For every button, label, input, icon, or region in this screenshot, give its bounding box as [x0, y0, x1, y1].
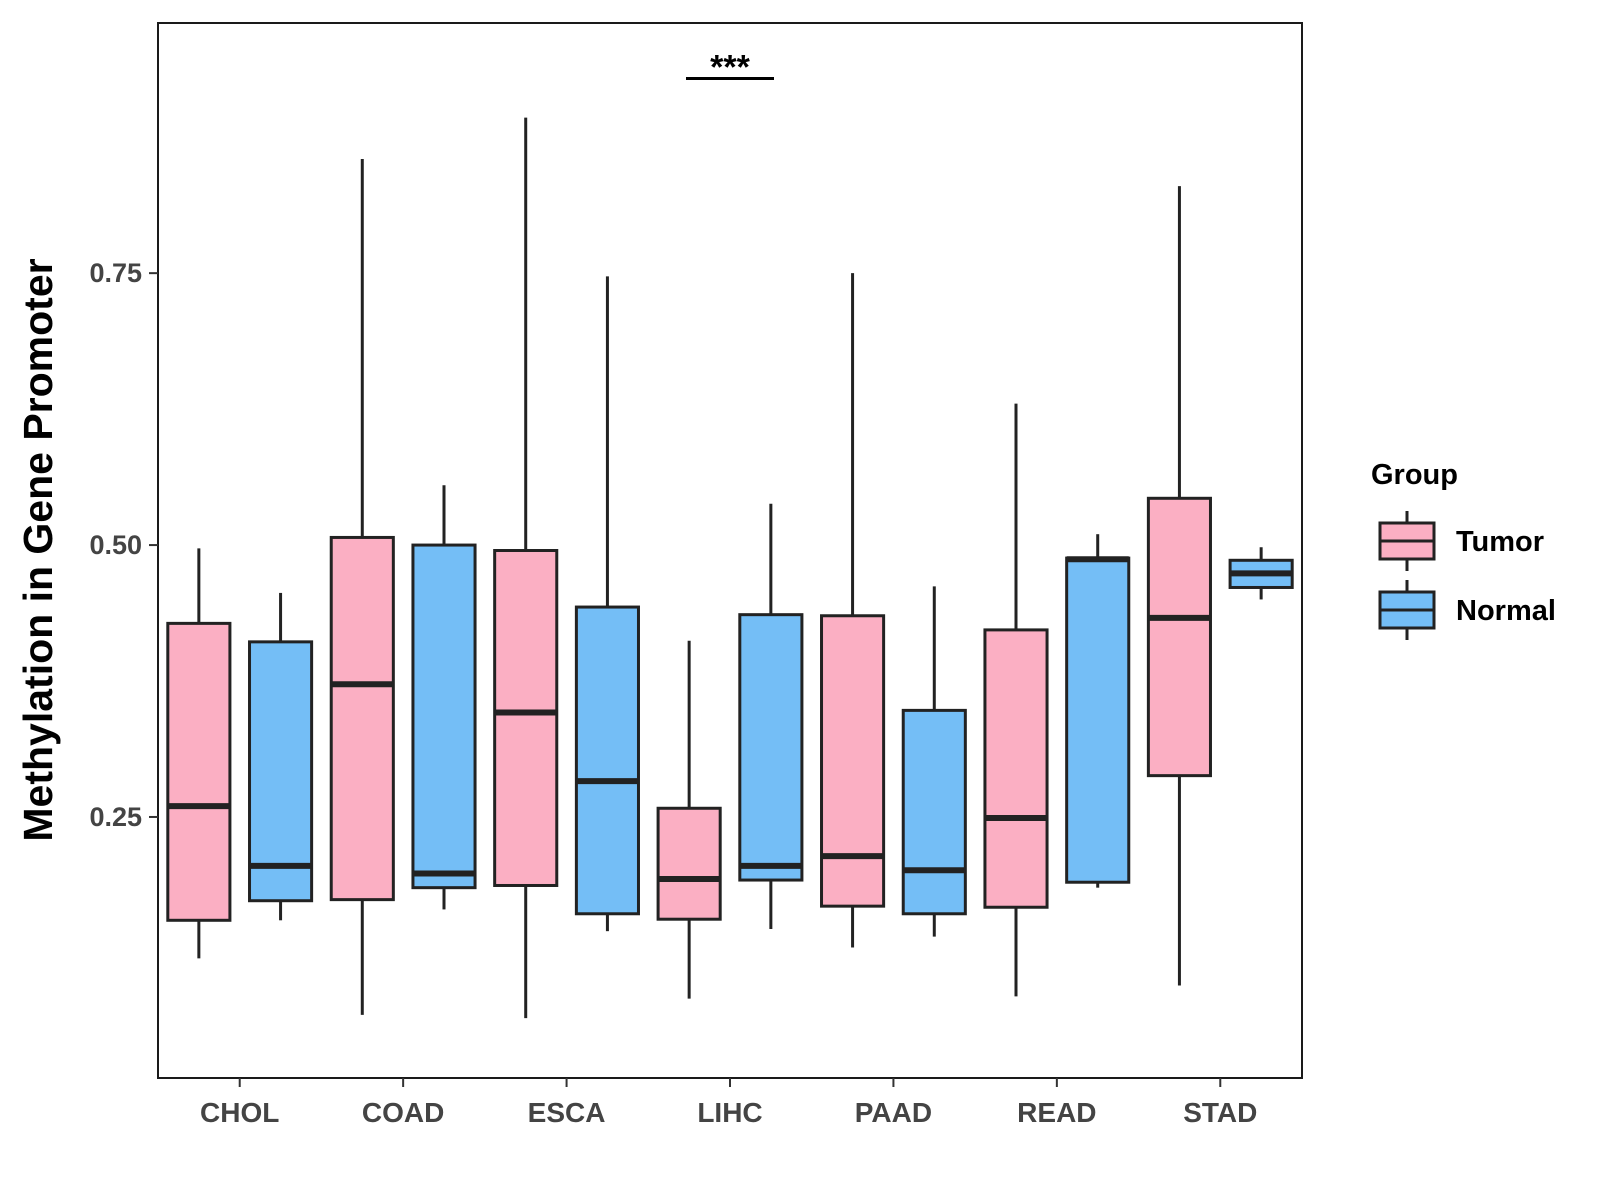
- box-iqr: [901, 708, 967, 916]
- box-iqr: [983, 628, 1049, 909]
- box-normal-chol: [248, 592, 314, 921]
- box-iqr: [1065, 556, 1131, 884]
- box-normal-paad: [901, 586, 967, 937]
- box-iqr: [166, 621, 232, 922]
- box-iqr: [820, 614, 886, 908]
- y-axis-label: Methylation in Gene Promoter: [15, 258, 61, 841]
- x-axis: CHOL COAD ESCA LIHC PAAD READ STAD: [200, 1078, 1257, 1128]
- legend: Group Tumor Normal: [1371, 459, 1556, 640]
- box-normal-lihc: [738, 503, 804, 929]
- plot-panel: [157, 22, 1303, 1079]
- legend-title: Group: [1371, 459, 1458, 491]
- y-tick-label: 0.25: [89, 802, 142, 832]
- box-normal-coad: [411, 485, 477, 910]
- box-tumor-stad: [1146, 186, 1212, 986]
- legend-item-normal: Normal: [1378, 580, 1556, 640]
- box-tumor-read: [983, 403, 1049, 997]
- box-iqr: [1146, 496, 1212, 778]
- y-tick-label: 0.50: [89, 530, 142, 560]
- box-tumor-chol: [166, 548, 232, 959]
- y-tick-label: 0.75: [89, 258, 142, 288]
- x-tick-label-read: READ: [1017, 1097, 1096, 1128]
- box-tumor-esca: [493, 117, 559, 1019]
- x-tick-label-lihc: LIHC: [697, 1097, 762, 1128]
- box-tumor-paad: [820, 273, 886, 948]
- box-iqr: [656, 806, 722, 921]
- x-tick-label-stad: STAD: [1183, 1097, 1257, 1128]
- box-normal-read: [1065, 534, 1131, 888]
- x-tick-label-esca: ESCA: [528, 1097, 606, 1128]
- box-series: [166, 117, 1294, 1019]
- legend-label-tumor: Tumor: [1456, 526, 1544, 558]
- box-normal-esca: [574, 276, 640, 932]
- legend-item-tumor: Tumor: [1378, 511, 1544, 571]
- box-iqr: [329, 535, 395, 902]
- box-normal-stad: [1228, 547, 1294, 600]
- box-iqr: [738, 613, 804, 882]
- box-iqr: [574, 605, 640, 916]
- box-tumor-coad: [329, 158, 395, 1015]
- annotations: ***: [686, 49, 774, 87]
- box-iqr: [248, 640, 314, 903]
- significance-label: ***: [710, 49, 750, 87]
- legend-label-normal: Normal: [1456, 595, 1556, 627]
- x-tick-label-paad: PAAD: [855, 1097, 932, 1128]
- y-axis: 0.25 0.50 0.75: [89, 258, 158, 832]
- box-iqr: [411, 543, 477, 890]
- x-tick-label-coad: COAD: [362, 1097, 444, 1128]
- box-iqr: [493, 549, 559, 887]
- box-tumor-lihc: [656, 640, 722, 999]
- x-tick-label-chol: CHOL: [200, 1097, 279, 1128]
